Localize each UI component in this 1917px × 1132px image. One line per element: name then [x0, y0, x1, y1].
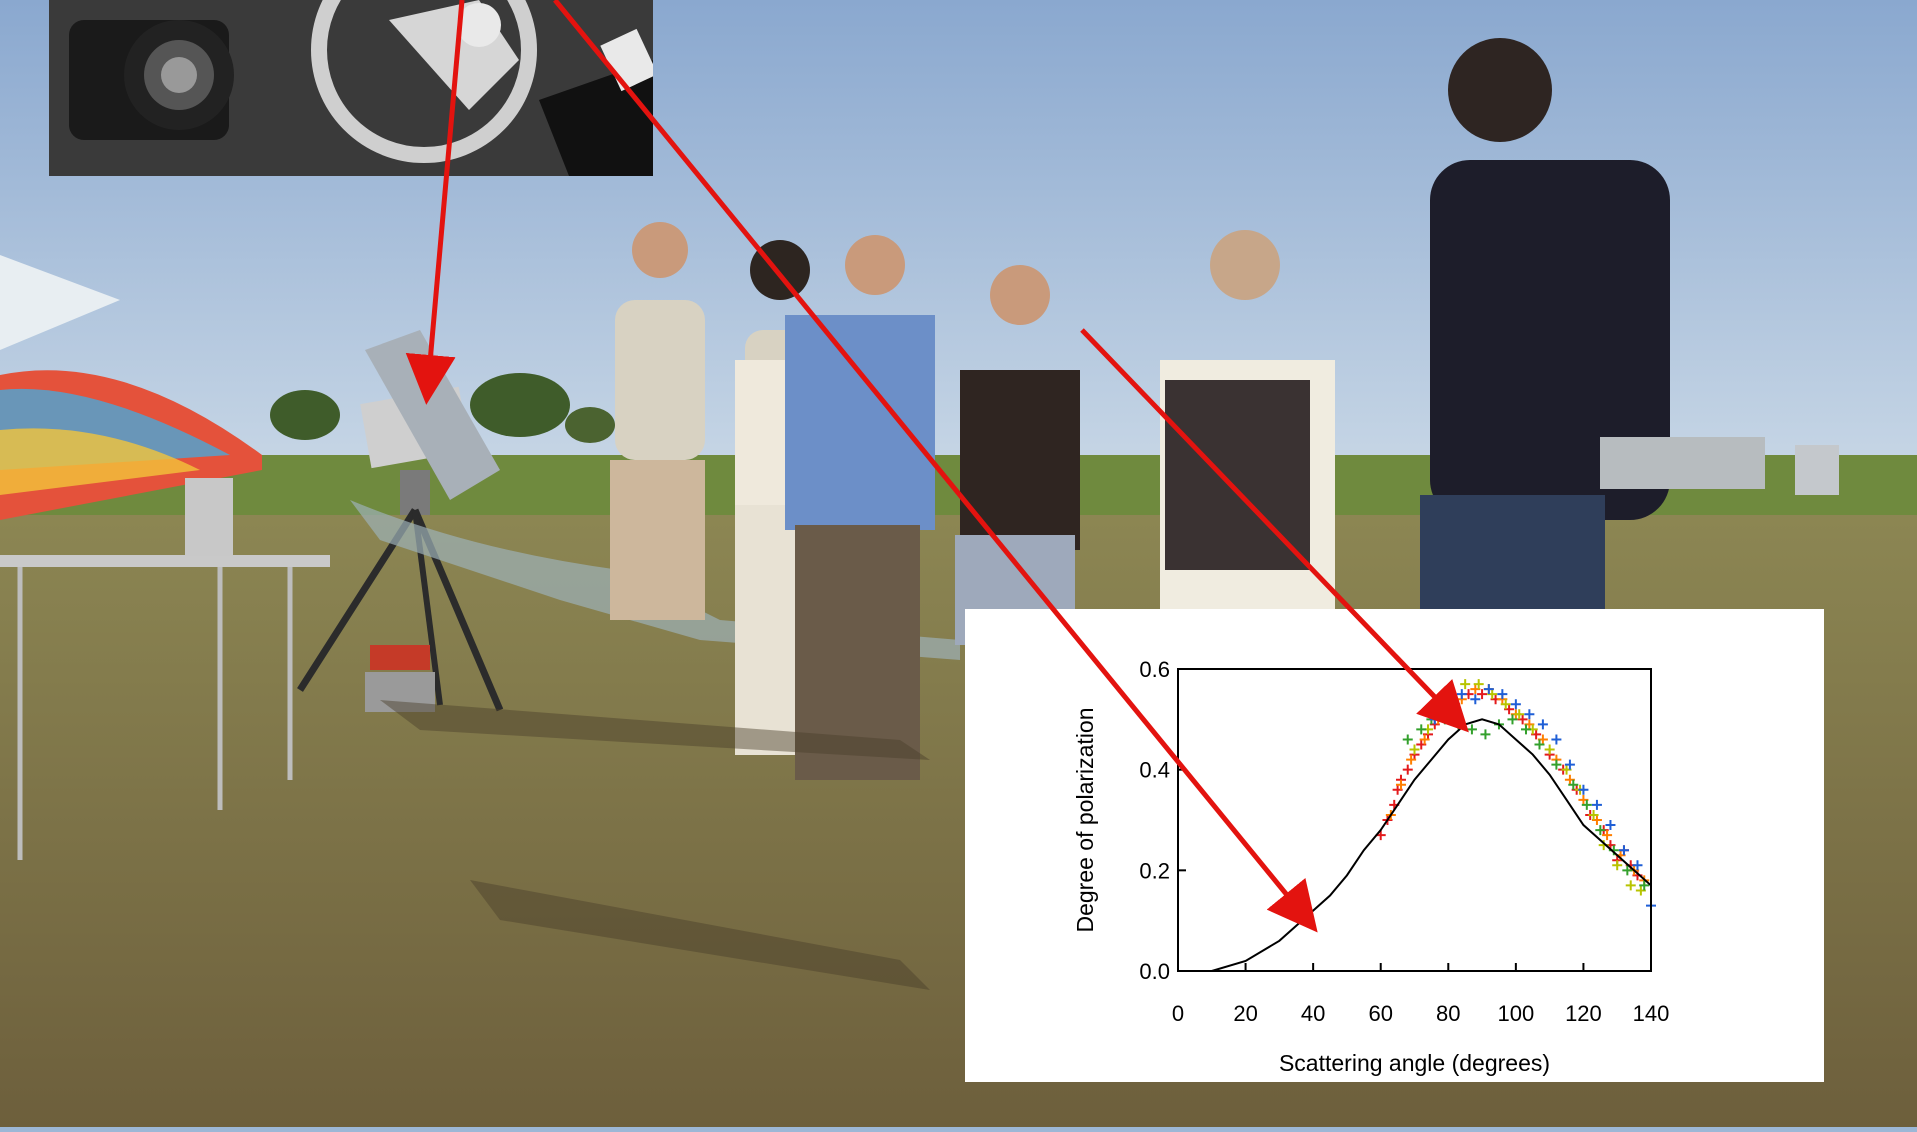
scatter-point [1595, 825, 1606, 836]
scatter-point [1639, 880, 1650, 891]
y-tick-label: 0.0 [1139, 959, 1170, 984]
scatter-point [1497, 689, 1508, 700]
polarization-chart: 0 20 40 60 80 100 120 140 0.0 0.2 0.4 0.6 Scatterin… [965, 609, 1824, 1082]
scatter-point [1470, 684, 1481, 695]
scatter-point [1534, 739, 1545, 750]
scatter-point [1504, 704, 1515, 715]
scatter-point [1635, 885, 1646, 896]
scatter-point [1473, 679, 1484, 690]
scatter-point [1618, 845, 1629, 856]
x-tick-label: 20 [1233, 1001, 1257, 1026]
instrument-closeup-photo [49, 0, 653, 176]
scatter-point [1578, 784, 1589, 795]
scatter-point [1531, 729, 1542, 740]
scatter-point [1625, 880, 1636, 891]
scatter-point [1588, 809, 1599, 820]
x-tick-label: 120 [1565, 1001, 1602, 1026]
scatter-point [1500, 699, 1511, 710]
scatter-point [1622, 865, 1633, 876]
scatter-point [1561, 764, 1572, 775]
scatter-point [1416, 739, 1427, 750]
scatter-point [1581, 799, 1592, 810]
scatter-point [1524, 719, 1535, 730]
scatter-point [1460, 679, 1471, 690]
scatter-point [1568, 779, 1579, 790]
scatter-point [1544, 744, 1555, 755]
x-tick-label: 60 [1368, 1001, 1392, 1026]
scatter-point [1578, 794, 1589, 805]
scatter-point [1564, 759, 1575, 770]
scatter-point [1514, 709, 1525, 720]
scatter-point [1406, 754, 1417, 765]
scatter-point [1402, 734, 1413, 745]
scatter-point [1436, 704, 1447, 715]
x-tick-label: 140 [1633, 1001, 1670, 1026]
scatter-point [1419, 734, 1430, 745]
scatter-point [1517, 714, 1528, 725]
x-axis-label: Scattering angle (degrees) [1279, 1050, 1550, 1076]
scatter-point [1409, 744, 1420, 755]
scatter-point [1507, 714, 1518, 725]
scatter-point [1612, 860, 1623, 871]
scatter-point [1392, 784, 1403, 795]
scatter-point [1537, 719, 1548, 730]
scatter-point [1564, 774, 1575, 785]
scatter-point [1477, 689, 1488, 700]
scatter-point [1456, 689, 1467, 700]
scatter-point [1483, 684, 1494, 695]
chart-svg: 0 20 40 60 80 100 120 140 0.0 0.2 0.4 0.6 Scatterin… [1072, 657, 1670, 1076]
scatter-point [1510, 699, 1521, 710]
scatter-point [1480, 729, 1491, 740]
scatter-point [1602, 830, 1613, 841]
x-tick-label: 0 [1172, 1001, 1184, 1026]
scatter-point [1591, 799, 1602, 810]
scatter-point [1524, 709, 1535, 720]
x-tick-label: 100 [1497, 1001, 1534, 1026]
scatter-point [1551, 759, 1562, 770]
x-tick-label: 40 [1301, 1001, 1325, 1026]
scatter-point [1402, 764, 1413, 775]
scatter-point [1416, 724, 1427, 735]
scatter-point [1520, 724, 1531, 735]
x-tick-label: 80 [1436, 1001, 1460, 1026]
scatter-point [1632, 860, 1643, 871]
scatter-point [1591, 815, 1602, 825]
scatter-point [1551, 734, 1562, 745]
scatter-point [1537, 734, 1548, 745]
y-axis-label: Degree of polarization [1072, 707, 1098, 932]
y-tick-label: 0.4 [1139, 758, 1170, 783]
scatter-point [1395, 779, 1406, 790]
y-tick-label: 0.2 [1139, 858, 1170, 883]
scatter-point [1487, 689, 1498, 700]
scatter-point [1470, 694, 1481, 705]
y-tick-label: 0.6 [1139, 657, 1170, 682]
scatter-point [1605, 820, 1616, 831]
scatter-point [1466, 724, 1477, 735]
